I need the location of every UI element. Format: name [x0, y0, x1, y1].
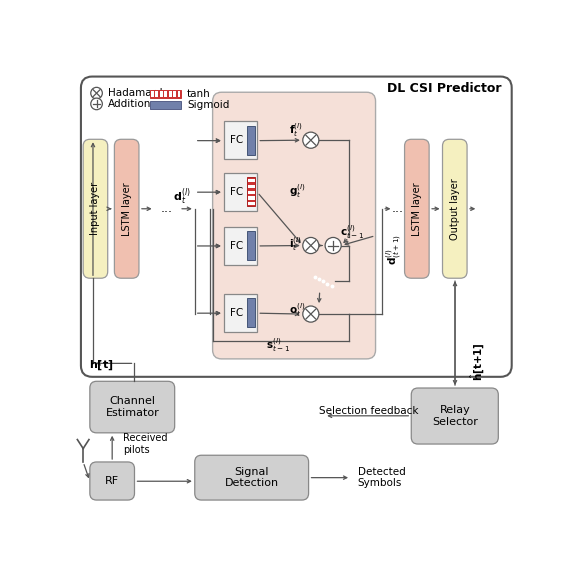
Text: FC: FC	[230, 136, 243, 146]
Text: tanh: tanh	[187, 88, 211, 98]
Bar	[248, 196, 255, 200]
Text: FC: FC	[230, 241, 243, 251]
FancyBboxPatch shape	[442, 139, 467, 278]
Bar	[160, 91, 162, 97]
Bar	[173, 91, 176, 97]
Bar	[223, 122, 257, 159]
Circle shape	[325, 237, 341, 254]
Bar	[164, 91, 167, 97]
Text: Detected
Symbols: Detected Symbols	[358, 467, 406, 488]
Text: RF: RF	[105, 476, 119, 486]
Circle shape	[303, 132, 319, 148]
Circle shape	[303, 237, 319, 254]
FancyBboxPatch shape	[404, 139, 429, 278]
Bar	[150, 101, 181, 109]
Bar	[150, 90, 181, 98]
FancyBboxPatch shape	[213, 93, 376, 359]
Text: Hadamard: Hadamard	[108, 88, 162, 98]
Text: Sigmoid: Sigmoid	[187, 100, 230, 110]
Bar	[223, 227, 257, 265]
Text: $\mathbf{d}_{(t+1)}^{(l)}$: $\mathbf{d}_{(t+1)}^{(l)}$	[384, 233, 404, 265]
Text: LSTM layer: LSTM layer	[122, 182, 132, 236]
Text: $\mathbf{d}_t^{(l)}$: $\mathbf{d}_t^{(l)}$	[173, 186, 190, 207]
Text: Addition: Addition	[108, 99, 151, 109]
Text: $\mathbf{f}_t^{(l)}$: $\mathbf{f}_t^{(l)}$	[289, 122, 302, 139]
FancyBboxPatch shape	[83, 139, 108, 278]
Text: Received
pilots: Received pilots	[123, 433, 168, 455]
Bar	[247, 126, 255, 155]
Text: ...: ...	[392, 203, 404, 215]
Bar	[247, 178, 255, 207]
Text: $\mathbf{o}_t^{(l)}$: $\mathbf{o}_t^{(l)}$	[289, 301, 305, 318]
Text: Input layer: Input layer	[90, 182, 100, 235]
Bar	[223, 294, 257, 332]
Bar	[248, 185, 255, 188]
FancyBboxPatch shape	[81, 77, 511, 377]
Bar	[248, 202, 255, 205]
Text: Relay
Selector: Relay Selector	[432, 405, 478, 427]
Bar	[247, 231, 255, 260]
Text: FC: FC	[230, 308, 243, 318]
Circle shape	[91, 98, 103, 109]
Text: $\mathbf{i}_t^{(l)}$: $\mathbf{i}_t^{(l)}$	[289, 235, 301, 253]
Text: Output layer: Output layer	[450, 178, 460, 240]
Bar	[223, 173, 257, 211]
Bar	[169, 91, 172, 97]
Circle shape	[303, 306, 319, 322]
Text: Channel
Estimator: Channel Estimator	[105, 396, 159, 418]
Text: Selection feedback: Selection feedback	[319, 406, 419, 416]
Text: LSTM layer: LSTM layer	[412, 182, 422, 236]
FancyBboxPatch shape	[115, 139, 139, 278]
Text: $\hat{\mathbf{h}}$[t+1]: $\hat{\mathbf{h}}$[t+1]	[468, 342, 486, 381]
Bar	[247, 299, 255, 328]
Bar	[248, 191, 255, 194]
FancyBboxPatch shape	[195, 455, 309, 500]
FancyBboxPatch shape	[90, 462, 135, 500]
Text: $\mathbf{h}$[t]: $\mathbf{h}$[t]	[89, 359, 113, 372]
Text: ...: ...	[161, 203, 173, 215]
Bar	[248, 179, 255, 182]
Text: $\mathbf{c}_{t-1}^{(l)}$: $\mathbf{c}_{t-1}^{(l)}$	[340, 223, 364, 241]
Bar	[156, 91, 158, 97]
Text: Signal
Detection: Signal Detection	[225, 467, 279, 488]
Circle shape	[91, 87, 103, 99]
Bar	[151, 91, 154, 97]
Text: $\mathbf{s}_{t-1}^{(l)}$: $\mathbf{s}_{t-1}^{(l)}$	[266, 336, 290, 353]
Text: $\mathbf{g}_t^{(l)}$: $\mathbf{g}_t^{(l)}$	[289, 182, 305, 200]
Text: FC: FC	[230, 187, 243, 197]
FancyBboxPatch shape	[411, 388, 498, 444]
Text: DL CSI Predictor: DL CSI Predictor	[388, 82, 502, 95]
Bar	[178, 91, 180, 97]
FancyBboxPatch shape	[90, 381, 175, 433]
